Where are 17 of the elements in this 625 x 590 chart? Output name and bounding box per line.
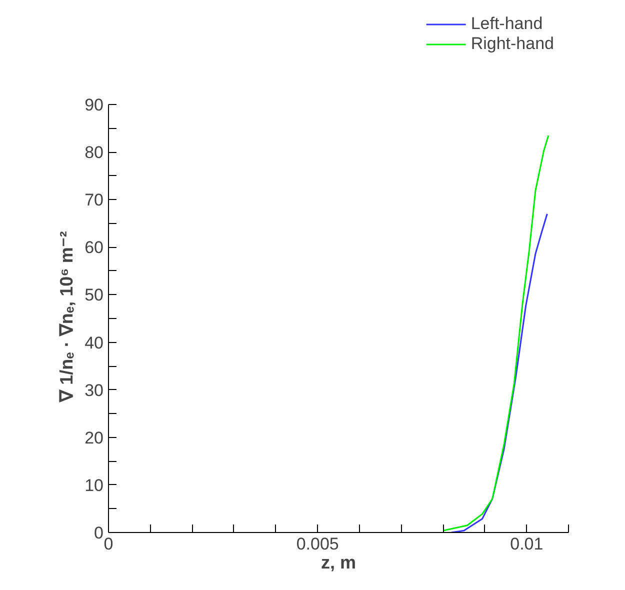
line-series [442,134,550,532]
legend-label: Left-hand [470,14,543,34]
y-tick-label: 40 [84,333,104,352]
y-tick-label: 10 [84,476,104,495]
y-tick-label: 50 [84,286,104,305]
y-axis-title: ∇ 1/nₑ · ∇nₑ, 10⁶ m⁻² [56,231,77,403]
line-series [450,213,548,532]
y-tick-label: 60 [84,238,104,258]
x-tick-label: 0.005 [296,534,339,554]
y-tick-label: 80 [84,143,104,162]
y-tick-label: 90 [84,96,104,114]
x-tick-label: 0.01 [510,534,544,554]
y-tick-label: 70 [84,190,104,210]
x-axis-title: z, m [320,552,356,572]
y-tick-label: 20 [84,428,104,448]
y-tick-label: 30 [84,380,104,400]
legend-label: Right-hand [470,34,554,54]
